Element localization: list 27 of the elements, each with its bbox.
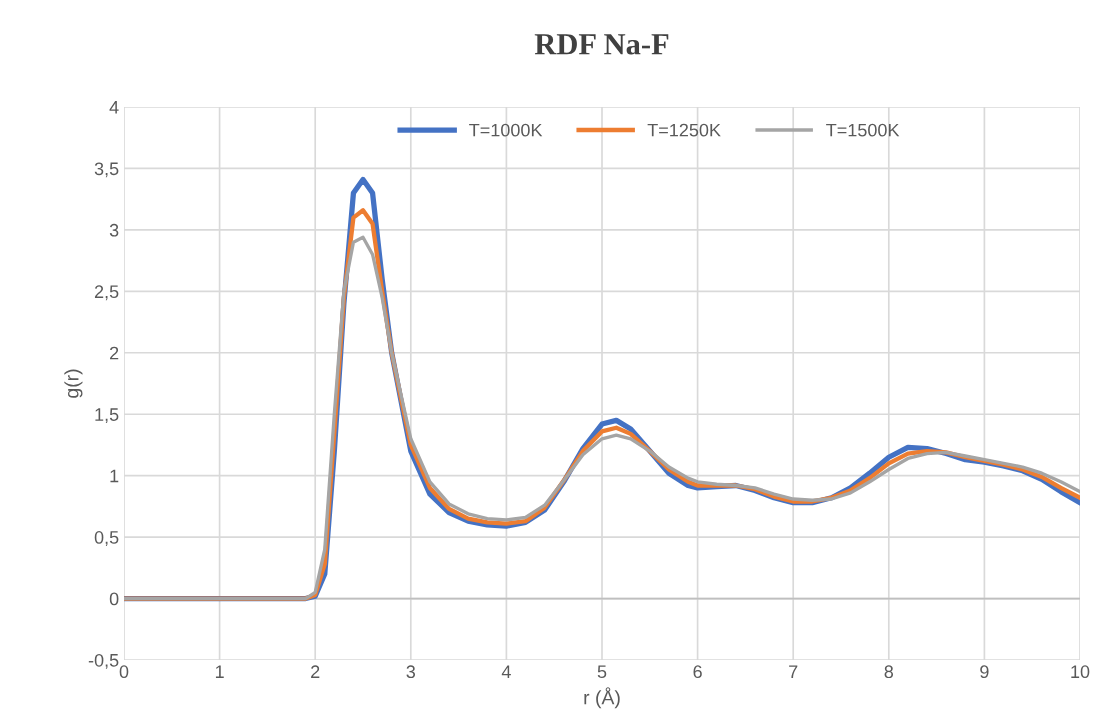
y-tick-label: 0 — [109, 592, 119, 606]
y-tick-label: 3,5 — [94, 162, 119, 178]
y-axis-title: g(r) — [64, 369, 83, 398]
y-tick-label: 0,5 — [94, 531, 119, 546]
x-tick-label: 2 — [311, 665, 320, 678]
y-tick-label: 2,5 — [94, 285, 119, 301]
legend-label: T=1500K — [826, 123, 900, 137]
y-tick-label: 3 — [109, 223, 119, 237]
x-tick-label: 7 — [789, 665, 798, 678]
y-tick-label: -0,5 — [88, 653, 119, 669]
y-tick-label: 2 — [110, 346, 119, 360]
x-tick-label: 1 — [215, 665, 224, 678]
x-tick-label: 9 — [980, 665, 989, 679]
y-tick-label: 1 — [110, 469, 119, 483]
y-tick-label: 1,5 — [95, 408, 119, 424]
legend-label: T=1250K — [647, 123, 721, 137]
x-tick-label: 8 — [884, 665, 894, 679]
y-tick-label: 4 — [109, 101, 119, 114]
x-tick-label: 3 — [406, 665, 416, 679]
x-axis-title: r (Å) — [584, 687, 620, 709]
x-tick-label: 6 — [693, 665, 702, 679]
x-tick-label: 4 — [501, 665, 511, 678]
legend-label: T=1000K — [469, 123, 543, 137]
x-tick-label: 10 — [1071, 665, 1090, 679]
x-tick-label: 0 — [119, 665, 129, 679]
x-tick-label: 5 — [597, 665, 607, 679]
chart-title: RDF Na-F — [534, 34, 669, 55]
